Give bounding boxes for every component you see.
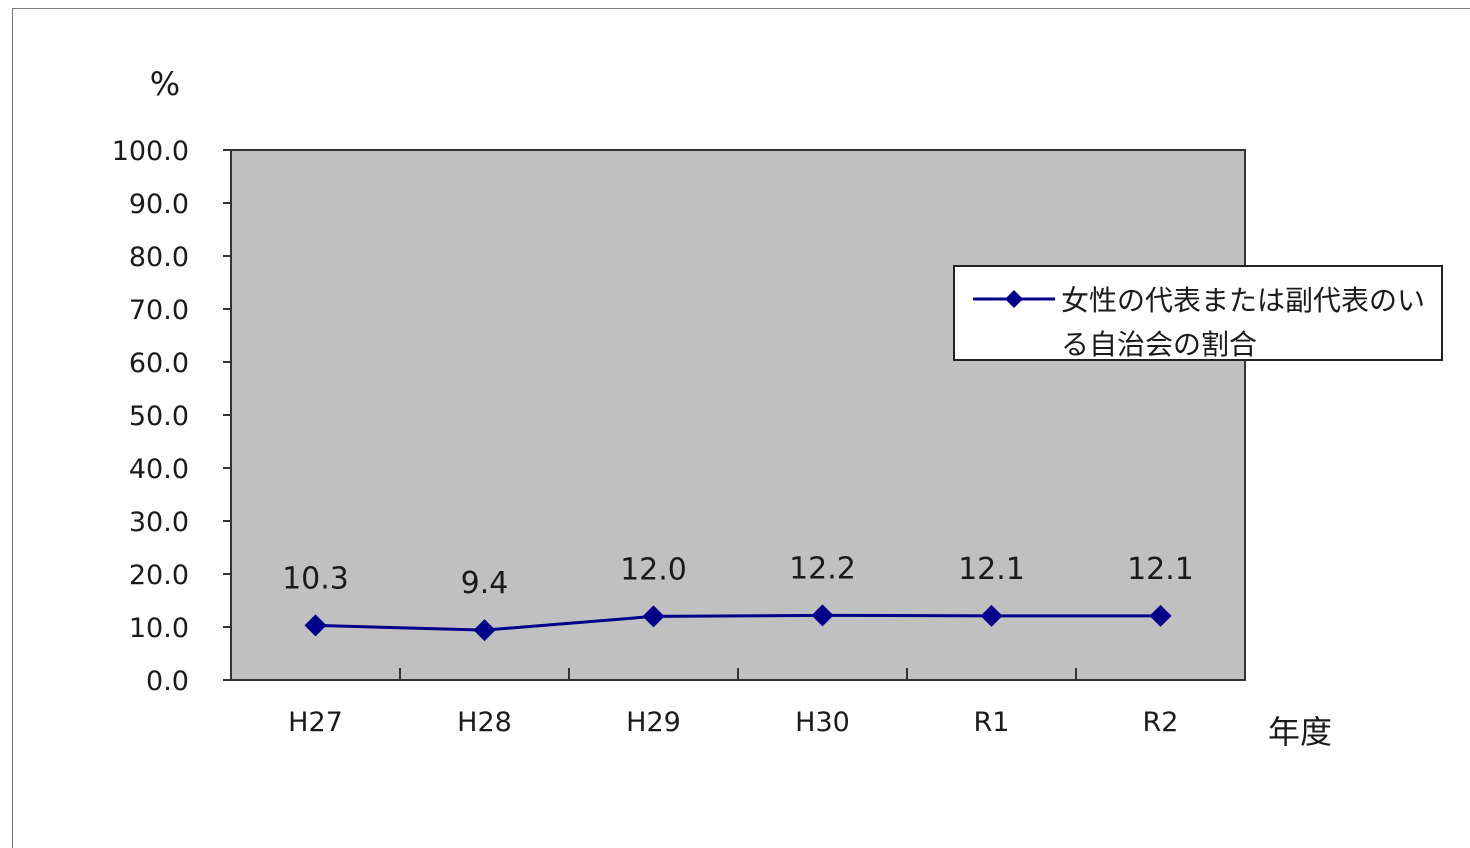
data-label: 12.1 [1127,552,1194,587]
data-point [304,614,327,637]
x-tick-label: H30 [795,707,850,738]
y-tick-label: 80.0 [129,242,189,273]
x-tick-label: R1 [974,707,1010,738]
y-tick-label: 100.0 [112,136,189,167]
x-tick-label: H27 [288,707,343,738]
y-tick-label: 30.0 [129,507,189,538]
y-tick-label: 60.0 [129,348,189,379]
y-tick-label: 70.0 [129,295,189,326]
data-label: 12.1 [958,552,1025,587]
plot-area [230,149,1246,681]
legend: 女性の代表または副代表のいる自治会の割合 [953,265,1443,361]
x-tick-label: H29 [626,707,681,738]
y-tick-label: 50.0 [129,401,189,432]
x-axis: H27 H28 H29 H30 R1 R2 [230,668,1246,738]
data-point [473,619,496,642]
y-tick-label: 20.0 [129,560,189,591]
data-label: 10.3 [282,561,349,596]
y-axis-title: % [150,65,180,103]
data-point [980,604,1003,627]
data-label: 9.4 [461,566,509,601]
series-layer: 10.3 9.4 12.0 12.2 12.1 12.1 [282,551,1194,642]
legend-swatch [973,290,1055,308]
data-point [1149,604,1172,627]
chart-frame [12,8,1470,848]
data-label: 12.2 [789,551,856,586]
x-axis-title: 年度 [1268,713,1332,751]
series-line [315,613,1161,632]
y-tick-label: 90.0 [129,189,189,220]
data-point [811,604,834,627]
y-tick-label: 40.0 [129,454,189,485]
y-axis: 0.0 10.0 20.0 30.0 40.0 50.0 60.0 70.0 80.0 90.0 1… [112,136,231,697]
y-tick-label: 10.0 [129,613,189,644]
data-label: 12.0 [620,552,687,587]
x-tick-label: R2 [1143,707,1179,738]
x-tick-label: H28 [457,707,512,738]
legend-label: 女性の代表または副代表のいる自治会の割合 [1061,284,1426,361]
y-tick-label: 0.0 [146,666,189,697]
data-point [642,605,665,628]
